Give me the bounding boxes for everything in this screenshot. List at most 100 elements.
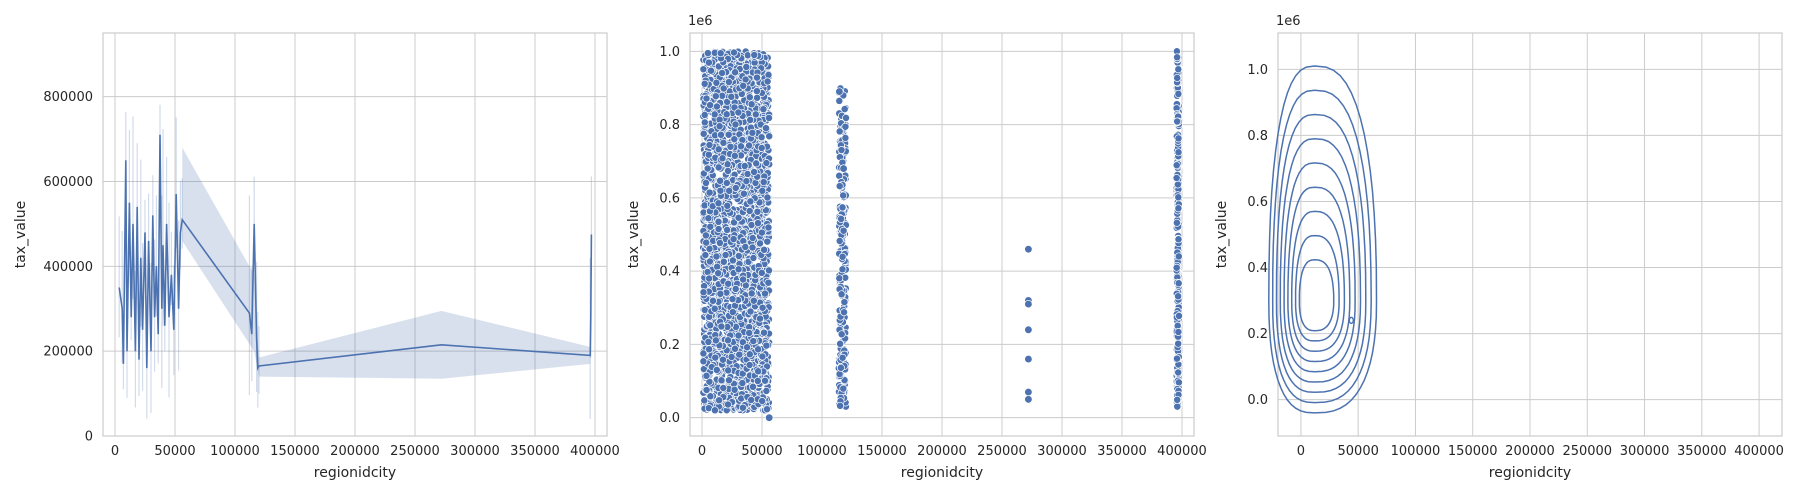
x-tick-label: 350000 [1097, 444, 1147, 459]
scatter-point [711, 92, 720, 101]
scatter-point [705, 188, 714, 197]
scatter-point [712, 365, 721, 374]
scatter-point [1174, 148, 1183, 157]
scatter-point [746, 115, 755, 124]
scatter-point [1024, 299, 1033, 309]
scatter-point [835, 274, 844, 283]
scatter-point [703, 49, 712, 58]
scatter-point [740, 162, 749, 170]
scatter-point [752, 159, 761, 168]
scatter-point [705, 244, 714, 253]
y-tick-label: 0.4 [659, 265, 680, 280]
x-tick-label: 50000 [741, 444, 782, 459]
x-tick-label: 350000 [510, 444, 560, 459]
scatter-point [717, 376, 726, 385]
scatter-point [728, 308, 737, 317]
scatter-point [1172, 174, 1181, 182]
scatter-point [840, 298, 849, 307]
scatter-point [704, 337, 713, 346]
y-tick-label: 0.2 [659, 338, 680, 353]
scatter-point [748, 234, 757, 242]
scatter-point [722, 110, 731, 119]
scatter-point [754, 219, 762, 228]
scatter-point [719, 138, 728, 147]
scatter-point [745, 141, 754, 150]
scatter-point [703, 164, 712, 173]
scatter-point [706, 392, 715, 401]
x-tick-label: 400000 [1734, 444, 1784, 459]
y-axis-label: tax_value [1214, 201, 1230, 269]
scatter-point [763, 193, 772, 202]
scatter-point [738, 338, 747, 347]
scatter-point [715, 122, 724, 131]
scatter-point [724, 130, 733, 139]
scatter-point [703, 268, 712, 276]
scatter-point [839, 164, 848, 173]
scatter-point [734, 265, 743, 274]
scatter-point [702, 386, 711, 394]
scatter-point [1172, 218, 1181, 227]
scatter-point [725, 186, 734, 195]
scatter-point [757, 268, 766, 277]
scatter-point [731, 68, 740, 77]
scatter-point [748, 243, 757, 252]
scatter-point [710, 110, 719, 119]
scatter-point [765, 113, 773, 122]
scatter-point [749, 254, 758, 262]
scatter-point [706, 321, 715, 330]
scatter-point [753, 376, 762, 385]
scatter-point [1024, 395, 1033, 404]
x-tick-label: 300000 [1037, 444, 1087, 459]
scatter-point [838, 203, 847, 212]
scatter-point [1172, 161, 1181, 170]
scatter-point [730, 135, 739, 144]
x-tick-label: 200000 [1505, 444, 1555, 459]
scatter-point [838, 265, 847, 274]
scatter-point [712, 252, 721, 261]
scatter-point [758, 352, 767, 361]
scatter-point [748, 128, 757, 137]
scatter-point [705, 274, 714, 283]
scatter-point [718, 154, 727, 163]
scatter-point [714, 199, 723, 208]
scatter-point [747, 289, 756, 298]
y-tick-label: 0.4 [1247, 261, 1268, 276]
scatter-point [724, 166, 732, 175]
scatter-point [734, 331, 743, 340]
x-tick-label: 300000 [1620, 444, 1670, 459]
scatter-point [753, 207, 762, 216]
x-tick-label: 50000 [1338, 444, 1379, 459]
scatter-point [749, 296, 758, 305]
scatter-point [1173, 395, 1182, 404]
scatter-point [1024, 245, 1033, 254]
scatter-point [706, 101, 715, 110]
scatter-point [746, 197, 755, 206]
scatter-point [712, 78, 721, 87]
y-tick-label: 0.0 [659, 411, 680, 426]
scatter-point [745, 207, 754, 215]
scatter-point [743, 343, 752, 352]
x-tick-label: 100000 [1391, 444, 1441, 459]
y-tick-label: 400000 [43, 260, 93, 275]
scatter-point [702, 238, 711, 247]
scatter-point [765, 266, 773, 275]
scatter-point [742, 62, 751, 71]
scatter-point [715, 238, 724, 247]
scatter-point [699, 288, 708, 297]
x-tick-label: 200000 [917, 444, 967, 459]
scatter-point [840, 308, 848, 317]
scatter-point [757, 228, 766, 237]
x-tick-label: 250000 [977, 444, 1027, 459]
scatter-point [724, 366, 733, 375]
scatter-point [745, 350, 754, 359]
scatter-point [717, 322, 726, 331]
scatter-point [716, 289, 725, 298]
scatter-point [701, 251, 710, 260]
x-tick-label: 250000 [1562, 444, 1612, 459]
scatter-point [705, 345, 714, 354]
scatter-point [751, 110, 760, 119]
scatter-point [763, 237, 772, 246]
scatter-point [714, 269, 723, 278]
x-axis-label: regionidcity [1489, 465, 1571, 481]
